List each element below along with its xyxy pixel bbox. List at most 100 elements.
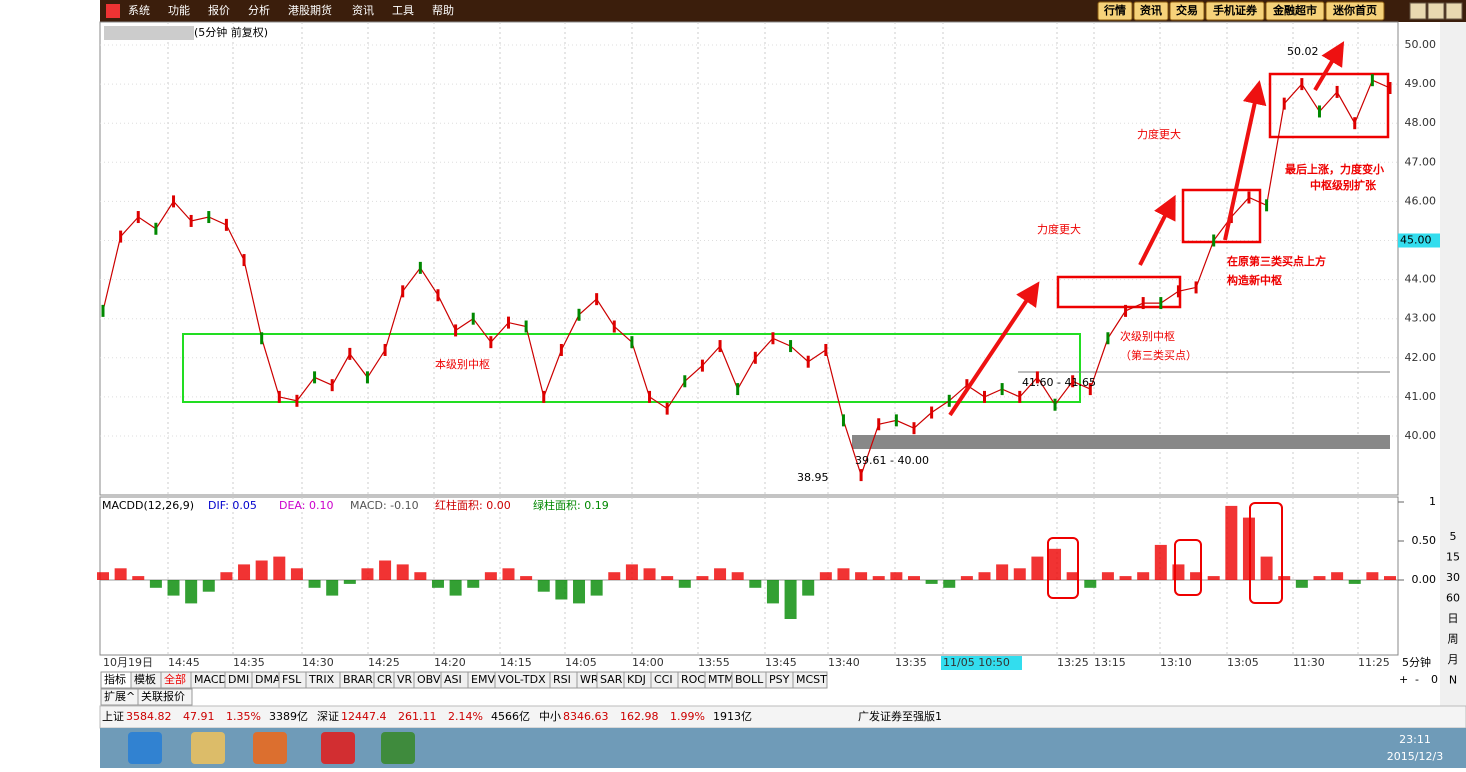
indicator-tab-label[interactable]: VOL-TDX <box>498 673 546 686</box>
window-button[interactable] <box>1427 2 1445 20</box>
macd-bar <box>1260 556 1273 580</box>
top-button-label[interactable]: 金融超市 <box>1272 3 1317 17</box>
top-button[interactable] <box>1133 1 1169 21</box>
macd-bar <box>1190 572 1203 580</box>
sub-tab-label[interactable]: 关联报价 <box>141 689 185 703</box>
top-button-label[interactable]: 交易 <box>1176 3 1198 17</box>
top-button-label[interactable]: 手机证券 <box>1213 3 1258 17</box>
taskbar-icon[interactable] <box>128 732 162 764</box>
macd-bar <box>1295 580 1308 588</box>
indicator-tab-label[interactable]: ROC <box>681 673 705 686</box>
indicator-tab-label[interactable]: RSI <box>553 673 571 686</box>
macd-bar <box>502 568 515 580</box>
top-button[interactable] <box>1097 1 1133 21</box>
indicator-tab-label[interactable]: 模板 <box>134 672 156 686</box>
indicator-tab-label[interactable]: ASI <box>444 673 462 686</box>
price-panel <box>99 21 1399 496</box>
top-button[interactable] <box>1265 1 1325 21</box>
macd-bar <box>731 572 744 580</box>
top-button-label[interactable]: 资讯 <box>1140 3 1162 17</box>
period-button[interactable]: 30 <box>1446 571 1460 584</box>
indicator-tab-label[interactable]: FSL <box>282 673 302 686</box>
menu-item[interactable]: 帮助 <box>432 3 454 17</box>
period-button[interactable]: 5 <box>1450 530 1457 543</box>
menu-item[interactable]: 功能 <box>168 3 190 17</box>
sub-tab[interactable] <box>137 688 193 706</box>
tab-control[interactable]: - <box>1415 673 1419 686</box>
indicator-tab-label[interactable]: MCST <box>796 673 827 686</box>
indicator-tab-label[interactable]: BOLL <box>735 673 764 686</box>
sub-tab-label[interactable]: 扩展^ <box>104 689 135 703</box>
indicator-tab-label[interactable]: 全部 <box>164 672 186 686</box>
arrow <box>1313 41 1345 92</box>
menu-item[interactable]: 分析 <box>248 3 270 17</box>
annotation: 在原第三类买点上方 <box>1227 254 1326 268</box>
indicator-tab-label[interactable]: MTM <box>708 673 734 686</box>
taskbar-icon[interactable] <box>381 732 415 764</box>
indicator-tab-label[interactable]: OBV <box>417 673 441 686</box>
menu-item[interactable]: 港股期货 <box>288 3 332 17</box>
status-item: 2.14% <box>448 710 483 723</box>
indicator-tab-label[interactable]: CR <box>377 673 393 686</box>
time-label: 14:45 <box>168 656 200 669</box>
menu-item[interactable]: 工具 <box>392 4 414 17</box>
menu-item[interactable]: 系统 <box>128 4 150 17</box>
indicator-tab-label[interactable]: SAR <box>600 673 623 686</box>
macd-bar <box>1331 572 1344 580</box>
top-button[interactable] <box>1325 1 1385 21</box>
macd-bar <box>1207 576 1220 580</box>
period-button[interactable]: N <box>1449 674 1457 687</box>
time-label: 10月19日 <box>103 656 153 669</box>
indicator-tab-label[interactable]: WR <box>580 673 599 686</box>
top-button-label[interactable]: 迷你首页 <box>1332 3 1377 17</box>
top-button[interactable] <box>1205 1 1265 21</box>
macd-bar <box>167 580 180 596</box>
period-button[interactable]: 月 <box>1448 653 1459 666</box>
macd-bar <box>290 568 303 580</box>
taskbar-icon[interactable] <box>191 732 225 764</box>
indicator-tab-label[interactable]: TRIX <box>308 673 335 686</box>
top-button[interactable] <box>1169 1 1205 21</box>
macd-bar <box>1049 548 1062 580</box>
indicator-tab-label[interactable]: EMV <box>471 673 495 686</box>
menu-item[interactable]: 报价 <box>208 3 230 17</box>
time-label: 14:20 <box>434 656 466 669</box>
price-tick-label: 44.00 <box>1405 273 1437 286</box>
indicator-tab-label[interactable]: PSY <box>769 673 790 686</box>
tab-control[interactable]: 0 <box>1431 673 1438 686</box>
indicator-tab-label[interactable]: CCI <box>654 673 673 686</box>
top-button-label[interactable]: 行情 <box>1103 3 1126 17</box>
macd-bar <box>590 580 603 596</box>
indicator-tab-label[interactable]: 指标 <box>104 672 126 686</box>
macd-bar <box>255 560 268 580</box>
period-button[interactable]: 15 <box>1446 551 1460 564</box>
period-button[interactable]: 周 <box>1448 633 1459 646</box>
window-button[interactable] <box>1409 2 1427 20</box>
indicator-tab-label[interactable]: MACD <box>194 673 227 686</box>
indicator-tab-label[interactable]: DMI <box>228 673 249 686</box>
taskbar-icon[interactable] <box>321 732 355 764</box>
indicator-tab-label[interactable]: VR <box>397 673 413 686</box>
menu-item[interactable]: 资讯 <box>352 4 374 17</box>
status-item: 12447.4 <box>341 710 387 723</box>
price-tick-label: 40.00 <box>1405 429 1437 442</box>
taskbar-icon[interactable] <box>253 732 287 764</box>
period-button[interactable]: 日 <box>1448 612 1459 625</box>
macd-bar <box>890 572 903 580</box>
indicator-tab-label[interactable]: BRAR <box>343 673 373 686</box>
time-label: 14:25 <box>368 656 400 669</box>
tab-control[interactable]: + <box>1399 673 1408 686</box>
logo <box>106 4 120 18</box>
indicator-tab-label[interactable]: KDJ <box>627 673 646 686</box>
time-label: 14:05 <box>565 656 597 669</box>
period-button[interactable]: 60 <box>1446 592 1460 605</box>
price-annotation: 50.02 <box>1287 45 1319 58</box>
clock-time: 23:11 <box>1399 733 1431 746</box>
sub-pivot-box <box>1181 188 1262 244</box>
indicator-tab-label[interactable]: DMA <box>255 673 281 686</box>
indicator-tab[interactable] <box>792 671 828 689</box>
window-button[interactable] <box>1445 2 1463 20</box>
macd-bar <box>1313 576 1326 580</box>
status-item: 深证 <box>317 710 339 723</box>
annotation: 中枢级别扩张 <box>1310 178 1377 192</box>
